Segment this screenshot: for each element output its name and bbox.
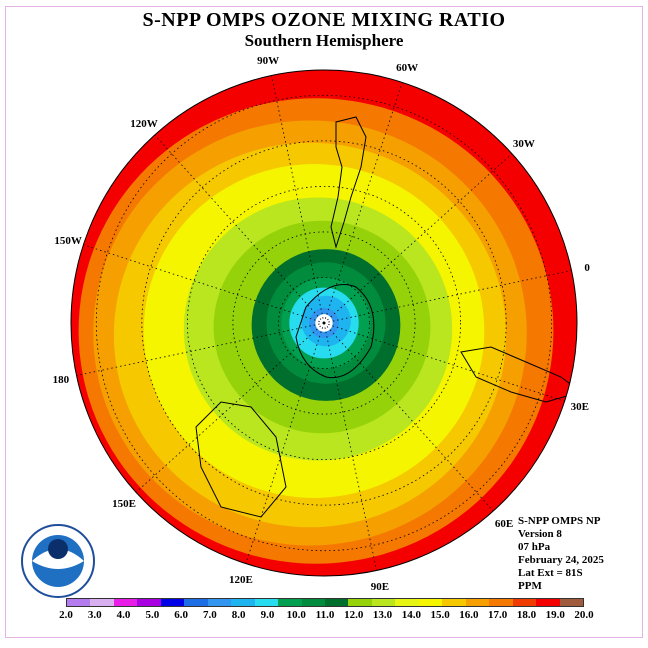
latitude-circle — [278, 277, 370, 369]
info-units: PPM — [518, 580, 542, 592]
info-level: 07 hPa — [518, 541, 551, 553]
colorbar-swatch — [231, 599, 255, 606]
colorbar-swatch — [395, 599, 419, 606]
longitude-label: 0 — [584, 262, 590, 274]
colorbar-tick-label: 11.0 — [315, 609, 335, 621]
longitude-label: 120E — [229, 574, 253, 586]
latitude-circle — [95, 94, 553, 552]
graticule — [76, 75, 572, 571]
colorbar-swatch — [512, 599, 537, 606]
noaa-logo — [21, 524, 95, 598]
meridian — [245, 322, 325, 564]
coastline — [195, 401, 287, 518]
longitude-label: 60E — [495, 518, 513, 530]
meridian — [83, 244, 325, 324]
meridian — [323, 322, 565, 402]
colorbar-tick-label: 6.0 — [174, 609, 188, 621]
colorbar-swatch — [348, 599, 372, 606]
meridian — [323, 322, 377, 571]
latitude-circle — [141, 140, 507, 506]
longitude-label: 90W — [257, 55, 279, 67]
info-version: Version 8 — [518, 528, 562, 540]
colorbar-tick-label: 9.0 — [260, 609, 275, 621]
colorbar-swatch — [371, 599, 396, 606]
colorbar-tick-label: 16.0 — [459, 609, 479, 621]
longitude-label: 60W — [396, 62, 418, 74]
longitude-label: 150W — [54, 235, 82, 247]
colorbar-tick-label: 20.0 — [574, 609, 594, 621]
colorbar-tick-label: 13.0 — [372, 609, 393, 621]
colorbar-swatch — [113, 599, 138, 606]
colorbar-swatch — [536, 599, 560, 606]
map-subtitle: Southern Hemisphere — [244, 31, 404, 50]
coastline — [330, 116, 367, 249]
colorbar-tick-label: 7.0 — [203, 609, 217, 621]
longitude-label: 30E — [571, 401, 589, 413]
colorbar-swatch — [465, 599, 490, 606]
colorbar-swatch — [278, 599, 302, 606]
longitude-label: 120W — [130, 118, 158, 130]
meridian — [135, 322, 325, 493]
map-frame: S-NPP OMPS OZONE MIXING RATIO Southern H… — [5, 6, 643, 638]
info-lat-ext: Lat Ext = 81S — [518, 567, 583, 579]
info-panel: S-NPP OMPS NP Version 8 07 hPa February … — [518, 515, 604, 593]
info-date: February 24, 2025 — [518, 554, 604, 566]
colorbar-tick-label: 10.0 — [286, 609, 306, 621]
longitude-label: 150E — [112, 498, 136, 510]
latitude-circle — [232, 231, 416, 415]
meridian — [323, 82, 403, 324]
colorbar-swatch — [67, 599, 91, 606]
colorbar-swatch — [559, 599, 583, 606]
meridian — [323, 270, 572, 324]
colorbar-tick-label: 17.0 — [488, 609, 508, 621]
colorbar-tick-label: 19.0 — [545, 609, 565, 621]
colorbar-swatch — [324, 599, 349, 606]
colorbar-swatch — [137, 599, 161, 606]
meridian — [323, 153, 513, 324]
colorbar-tick-label: 2.0 — [59, 609, 73, 621]
colorbar-labels: 2.0 3.0 4.0 5.0 6.0 7.0 8.0 9.0 10.0 11.0 12.0 13.0… — [59, 609, 594, 623]
colorbar-tick-label: 4.0 — [116, 609, 131, 621]
colorbar-tick-label: 12.0 — [344, 609, 364, 621]
longitude-label: 30W — [513, 138, 535, 150]
colorbar-tick-label: 5.0 — [145, 609, 160, 621]
colorbar-tick-label: 8.0 — [231, 609, 246, 621]
coastline — [460, 346, 577, 403]
info-instrument: S-NPP OMPS NP — [518, 515, 601, 527]
colorbar-swatch — [160, 599, 185, 606]
noaa-logo-center — [48, 539, 68, 559]
colorbar-tick-label: 3.0 — [87, 609, 102, 621]
meridian — [271, 75, 325, 324]
colorbar-swatch — [418, 599, 443, 606]
meridian — [76, 322, 325, 376]
map-title: S-NPP OMPS OZONE MIXING RATIO — [142, 9, 506, 31]
colorbar-swatch — [90, 599, 114, 606]
colorbar-swatch — [442, 599, 466, 606]
longitude-label: 90E — [371, 581, 389, 593]
polar-map: 90W 60W 30W 0 30E 60E 90E 120E 150E 180 150W 120W — [21, 55, 590, 598]
colorbar-swatch — [301, 599, 325, 606]
map-border — [70, 69, 578, 577]
colorbar-swatch — [184, 599, 208, 606]
colorbar — [66, 598, 584, 607]
meridian — [323, 322, 494, 512]
colorbar-swatch — [254, 599, 279, 606]
colorbar-swatch — [207, 599, 232, 606]
longitude-label: 180 — [53, 374, 70, 386]
colorbar-tick-label: 18.0 — [516, 609, 537, 621]
colorbar-tick-label: 14.0 — [401, 609, 421, 621]
colorbar-tick-label: 15.0 — [430, 609, 450, 621]
meridian — [154, 134, 325, 324]
latitude-circle — [186, 185, 462, 461]
colorbar-swatch — [489, 599, 513, 606]
contour-fills — [71, 70, 577, 576]
